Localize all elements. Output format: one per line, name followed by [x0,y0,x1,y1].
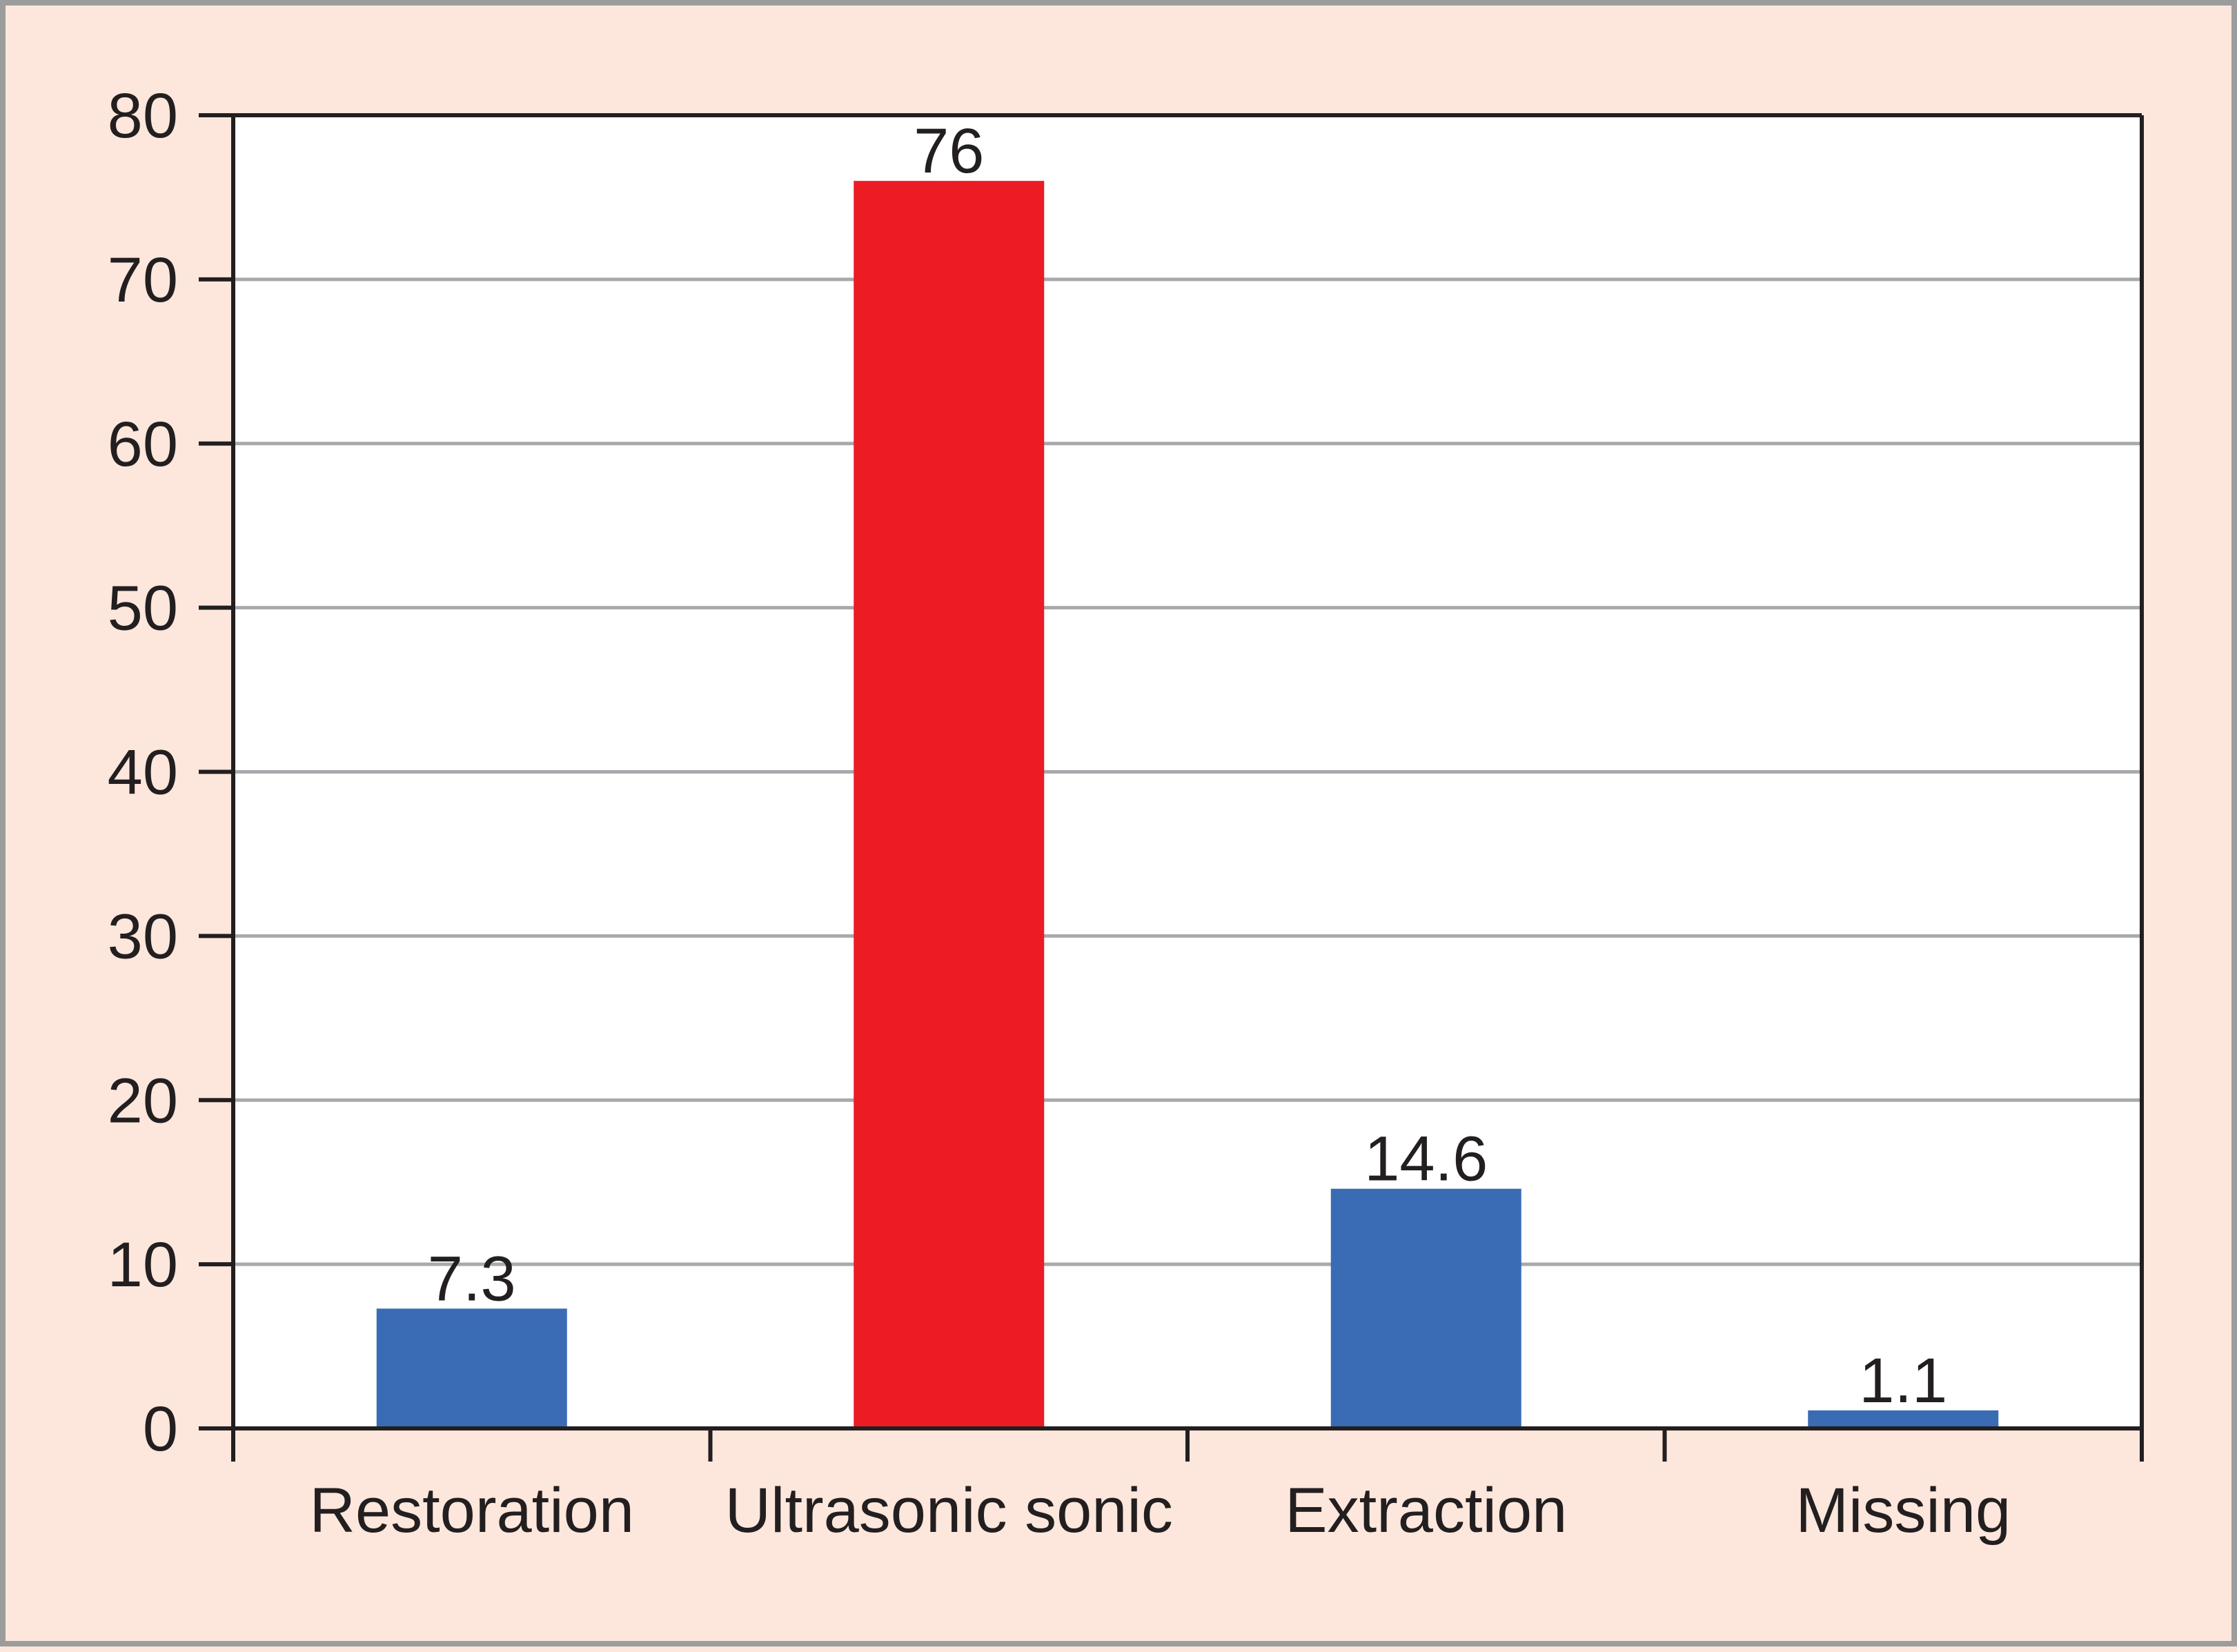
y-tick-label: 80 [108,81,178,151]
y-tick-label: 0 [143,1394,178,1464]
bars [376,181,1999,1428]
y-tick-label: 20 [108,1065,178,1136]
bar-value-label: 14.6 [1364,1124,1488,1194]
x-category-label: Ultrasonic sonic [725,1475,1173,1546]
y-tick-label: 30 [108,901,178,972]
bar [854,181,1045,1428]
bar [376,1308,567,1428]
y-tick-label: 40 [108,738,178,808]
y-tick-label: 70 [108,245,178,315]
ticks [199,113,2144,1462]
axes [199,113,2144,1462]
x-category-label: Extraction [1285,1475,1567,1546]
y-tick-label: 50 [108,573,178,644]
bar-value-label: 1.1 [1859,1346,1947,1416]
x-category-label: Missing [1795,1475,2011,1546]
bar-chart: 0 10 20 30 40 50 60 70 80 7.3 Restoration 76 Ultraso… [108,81,2144,1546]
y-tick-label: 60 [108,409,178,480]
x-category-label: Restoration [310,1475,634,1546]
labels: 0 10 20 30 40 50 60 70 80 7.3 Restoration 76 Ultraso… [108,81,2011,1546]
bar [1808,1410,1999,1428]
bar-value-label: 7.3 [428,1243,516,1314]
gridlines [233,277,2142,1266]
bar [1330,1188,1521,1428]
y-tick-label: 10 [108,1230,178,1300]
bar-value-label: 76 [914,116,984,186]
